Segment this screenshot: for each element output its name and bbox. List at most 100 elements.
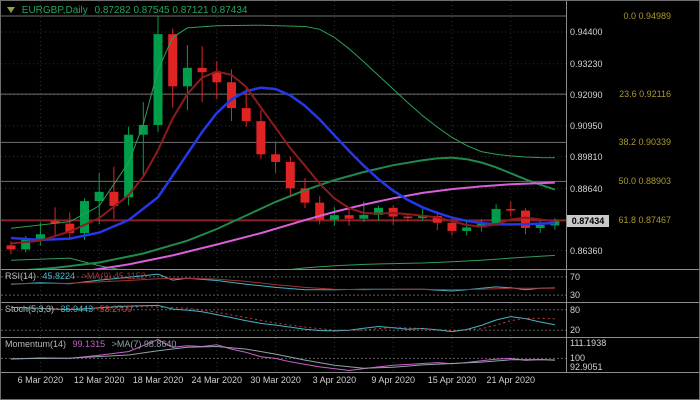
ma-blue-line <box>10 86 555 242</box>
candle-body <box>35 234 45 240</box>
candle-body <box>491 208 501 224</box>
momentum-line <box>10 338 555 372</box>
indicator-scale-label: 30 <box>570 290 581 301</box>
momentum-name: Momentum(14) <box>5 339 67 349</box>
candle-body <box>256 121 266 155</box>
candle-body <box>521 210 530 228</box>
indicator-scale-label: 92.9051 <box>570 362 603 372</box>
candle-body <box>359 214 369 219</box>
candle-body <box>403 216 413 219</box>
candle-body <box>418 215 428 219</box>
date-label: 24 Mar 2020 <box>191 375 243 385</box>
date-label: 15 Apr 2020 <box>427 375 477 385</box>
candle-body <box>329 215 339 220</box>
date-label: 6 Mar 2020 <box>17 375 64 385</box>
price-axis-label: 0.94400 <box>570 26 603 37</box>
candle-body <box>109 191 119 206</box>
chart-header: EURGBP,Daily 0.87282 0.87545 0.87121 0.8… <box>7 5 251 16</box>
ma-fast-red-line <box>10 70 556 245</box>
candle-body <box>80 201 89 234</box>
price-axis-separator <box>566 1 567 372</box>
stoch-indicator-label: Stoch(5,3,3) 35.9443 53.2700 <box>5 304 136 314</box>
candle-body <box>535 224 545 228</box>
rsi-ma-line <box>10 277 555 291</box>
candle-body <box>21 239 31 250</box>
date-label: 9 Apr 2020 <box>371 375 415 385</box>
stochastic-panel[interactable] <box>1 303 566 337</box>
candle-body <box>6 245 16 250</box>
main-price-chart[interactable] <box>1 1 566 269</box>
band-lower-line <box>10 254 555 269</box>
candle-body <box>197 67 207 73</box>
ohlc-readout: 0.87282 0.87545 0.87121 0.87434 <box>94 5 248 16</box>
candle-body <box>168 34 178 87</box>
current-price-badge: 0.87434 <box>567 215 609 228</box>
price-axis-label: 0.86360 <box>570 245 603 256</box>
candle-body <box>241 108 251 122</box>
stoch-value: 35.9443 <box>60 304 94 314</box>
rsi-value: 45.8224 <box>42 271 76 281</box>
indicator-scale-label: 80 <box>570 304 581 315</box>
price-axis-label: 0.93230 <box>570 58 603 69</box>
panel-separator[interactable] <box>1 302 699 303</box>
momentum-ma-value: >MA(7) 98.8640 <box>111 339 177 349</box>
date-label: 30 Mar 2020 <box>250 375 301 385</box>
candle-body <box>50 220 60 224</box>
panel-separator[interactable] <box>1 269 699 270</box>
candle-body <box>476 223 486 228</box>
symbol-timeframe-label: EURGBP,Daily <box>21 5 88 16</box>
candle-body <box>315 202 325 220</box>
fib-level-label: 0.0 0.94989 <box>623 10 671 21</box>
candle-body <box>432 215 442 223</box>
candle-body <box>153 34 163 125</box>
fib-level-label: 61.8 0.87467 <box>618 215 671 226</box>
fib-level-label: 23.6 0.92116 <box>619 89 671 100</box>
candle-body <box>138 124 148 135</box>
panel-separator[interactable] <box>1 337 699 338</box>
candle-body <box>506 208 516 211</box>
candle-body <box>271 154 281 162</box>
rsi-name: RSI(14) <box>5 271 37 281</box>
candle-body <box>285 161 295 189</box>
fib-level-label: 50.0 0.88903 <box>618 176 671 187</box>
stoch-main-line <box>10 304 555 333</box>
time-axis[interactable]: 6 Mar 2020 12 Mar 2020 18 Mar 2020 24 Mar 2… <box>1 375 566 389</box>
stoch-name: Stoch(5,3,3) <box>5 304 55 314</box>
band-upper-line <box>10 24 555 229</box>
candle-body <box>447 222 457 231</box>
indicator-scale-label: 20 <box>570 325 581 336</box>
price-axis-label: 0.88640 <box>570 183 603 194</box>
rsi-ma-value: >MA(9) 45.1152 <box>81 271 146 281</box>
candle-body <box>182 67 192 87</box>
momentum-indicator-label: Momentum(14) 99.1315 >MA(7) 98.8640 <box>5 339 180 349</box>
date-label: 18 Mar 2020 <box>132 375 184 385</box>
date-label: 3 Apr 2020 <box>312 375 357 385</box>
panel-separator[interactable] <box>1 372 699 373</box>
candle-body <box>94 191 104 202</box>
candle-body <box>65 223 75 234</box>
momentum-value: 99.1315 <box>72 339 106 349</box>
candle-body <box>374 207 383 215</box>
stoch-signal-line <box>10 306 555 332</box>
candle-body <box>344 215 354 219</box>
candle-body <box>300 188 310 203</box>
indicator-scale-label: 70 <box>570 271 581 282</box>
fib-level-label: 38.2 0.90339 <box>618 137 671 148</box>
indicator-scale-label: 111.1938 <box>570 338 607 348</box>
symbol-marker-icon <box>7 7 15 14</box>
candle-body <box>227 82 236 109</box>
price-axis-label: 0.89810 <box>570 151 603 162</box>
price-axis-label: 0.90950 <box>570 120 603 131</box>
momentum-panel[interactable] <box>1 338 566 372</box>
price-axis-label: 0.92090 <box>570 89 603 100</box>
ma-slow-green-line <box>26 156 556 269</box>
candle-body <box>124 134 134 198</box>
candle-body <box>212 72 222 83</box>
candle-body <box>462 227 472 231</box>
momentum-ma-line <box>10 345 555 369</box>
rsi-panel[interactable] <box>1 270 566 302</box>
indicator-scale-label: 100 <box>570 353 586 364</box>
date-label: 12 Mar 2020 <box>73 375 125 385</box>
stoch-signal-value: 53.2700 <box>99 304 133 314</box>
